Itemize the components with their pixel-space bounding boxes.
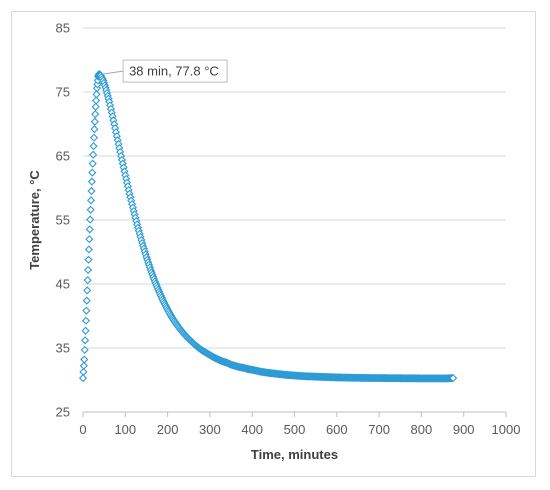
data-point: [83, 265, 93, 274]
data-point: [87, 177, 96, 186]
data-point: [89, 142, 98, 151]
data-point: [84, 245, 93, 254]
data-point: [90, 125, 99, 134]
data-series: [78, 70, 458, 383]
y-axis-title: Temperature, °C: [27, 170, 42, 270]
y-tick-label: 25: [56, 405, 70, 420]
x-tick-label: 200: [157, 422, 179, 437]
data-point: [79, 361, 88, 370]
data-point: [84, 255, 93, 264]
data-point: [88, 159, 97, 168]
y-tick-label: 55: [56, 213, 70, 228]
x-tick-label: 800: [411, 422, 433, 437]
data-point: [92, 90, 101, 99]
x-tick-label: 300: [199, 422, 221, 437]
data-point: [82, 306, 91, 315]
data-point: [449, 374, 458, 383]
data-point: [91, 110, 100, 119]
data-point: [85, 225, 94, 234]
annotation-label: 38 min, 77.8 °C: [129, 64, 219, 79]
y-tick-label: 65: [56, 149, 70, 164]
data-point: [81, 326, 90, 335]
x-tick-label: 600: [326, 422, 348, 437]
data-point: [83, 276, 92, 285]
axes: 25 35 45 55 65 75 85 0 100 200 300 400 500 600 700 800 9…: [56, 21, 521, 438]
y-tick-label: 35: [56, 341, 70, 356]
x-tick-label: 400: [241, 422, 263, 437]
data-point: [86, 215, 95, 224]
annotation-leader-line: [102, 70, 124, 75]
chart-frame: 25 35 45 55 65 75 85 0 100 200 300 400 500 600 700 800 9…: [11, 11, 536, 477]
data-point: [83, 286, 92, 295]
x-tick-label: 700: [368, 422, 390, 437]
y-tick-label: 75: [56, 85, 70, 100]
annotation-box: [122, 59, 228, 83]
scatter-chart: 25 35 45 55 65 75 85 0 100 200 300 400 500 600 700 800 9…: [27, 21, 521, 463]
data-point: [79, 367, 88, 376]
data-point: [89, 133, 99, 142]
data-point: [80, 355, 89, 364]
x-tick-label: 1000: [492, 422, 521, 437]
y-tick-label: 45: [56, 277, 70, 292]
data-point: [86, 205, 95, 214]
data-point: [86, 196, 96, 205]
x-tick-label: 900: [453, 422, 475, 437]
data-point: [89, 150, 98, 159]
data-point: [91, 102, 100, 111]
y-tick-label: 85: [56, 21, 70, 36]
data-point: [92, 96, 101, 105]
data-point: [80, 345, 89, 354]
peak-annotation: 38 min, 77.8 °C: [102, 59, 228, 83]
data-point: [88, 168, 97, 177]
data-point: [81, 336, 90, 345]
data-point: [82, 296, 91, 305]
data-point: [78, 374, 88, 383]
x-tick-label: 500: [284, 422, 306, 437]
x-tick-label: 100: [114, 422, 136, 437]
data-point: [85, 235, 94, 244]
data-point: [87, 186, 96, 196]
data-point: [81, 316, 91, 325]
data-point: [90, 117, 99, 126]
x-tick-label: 0: [79, 422, 86, 437]
x-axis-title: Time, minutes: [251, 447, 338, 462]
